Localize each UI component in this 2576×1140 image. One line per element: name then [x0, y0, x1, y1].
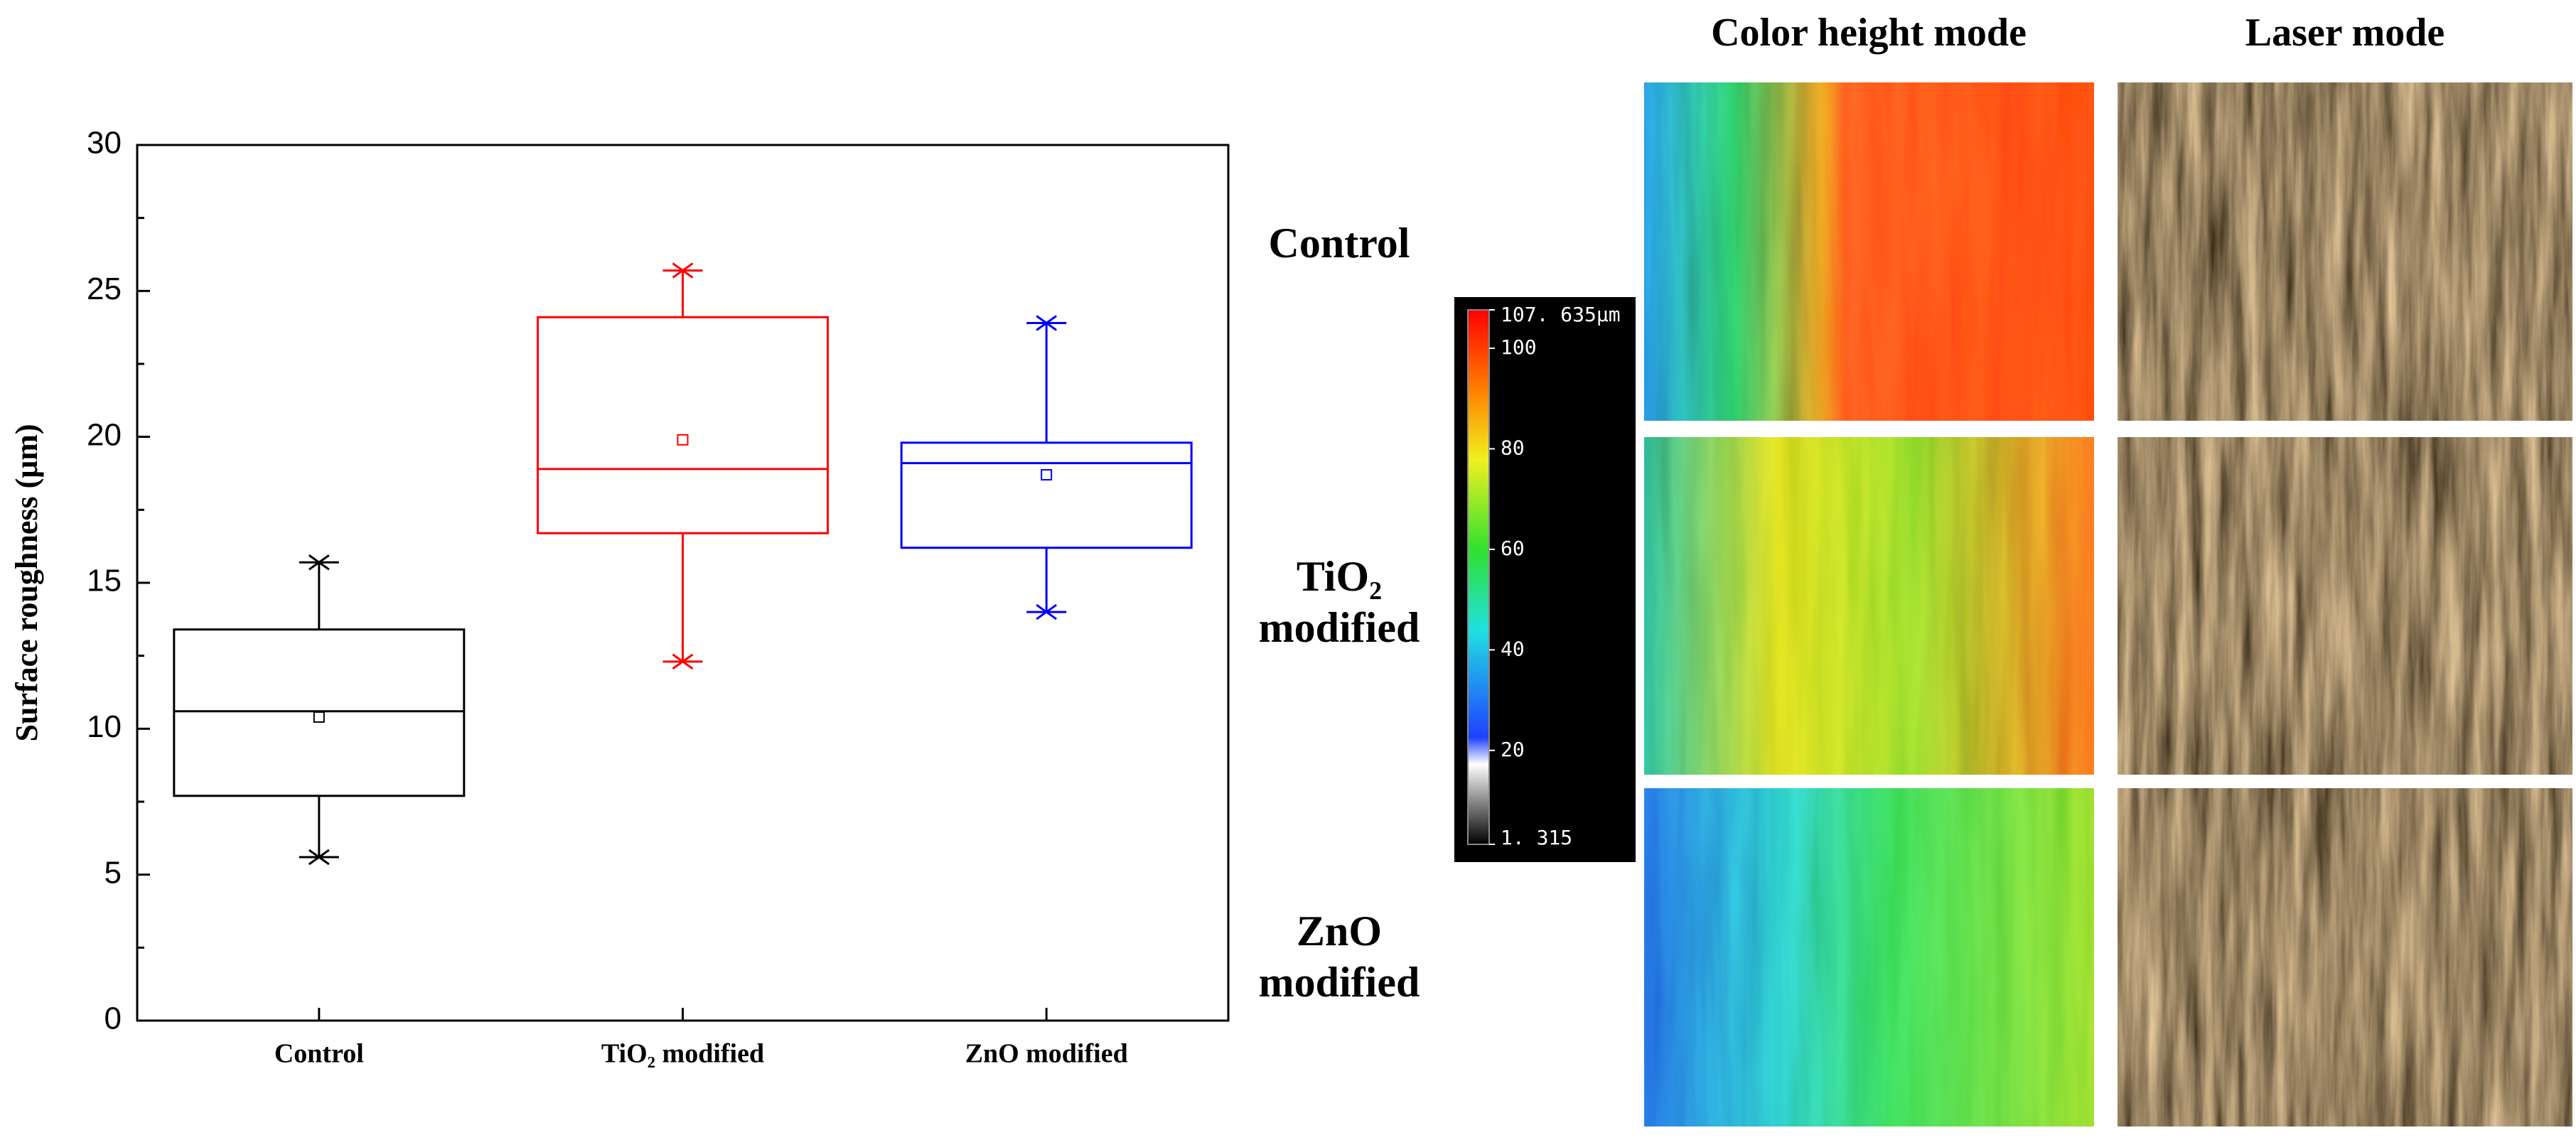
- extreme-marker: [672, 653, 694, 670]
- mean-marker: [313, 711, 325, 723]
- mean-marker: [1041, 469, 1053, 481]
- y-tick-label: 5: [104, 855, 122, 890]
- row-label: modified: [1259, 604, 1420, 651]
- image: [2118, 82, 2572, 421]
- extreme-marker: [308, 554, 330, 571]
- x-tick-label: ZnO modified: [965, 1039, 1128, 1069]
- image: [2118, 437, 2572, 775]
- extreme-marker: [308, 849, 330, 866]
- y-tick-label: 30: [87, 126, 122, 161]
- colorbar: [1467, 309, 1490, 845]
- y-tick-label: 25: [87, 271, 122, 306]
- image: [2118, 788, 2572, 1126]
- box: [537, 316, 829, 534]
- colorbar-label: 1. 315: [1501, 826, 1572, 849]
- y-tick-label: 15: [87, 564, 122, 598]
- image: [1644, 437, 2094, 775]
- box: [173, 628, 466, 797]
- extreme-marker: [1036, 315, 1058, 331]
- colorbar-label: 80: [1501, 436, 1525, 459]
- row-label: Control: [1269, 220, 1410, 267]
- extreme-marker: [1036, 603, 1058, 620]
- column-header: Laser mode: [2245, 11, 2445, 55]
- box: [900, 441, 1193, 549]
- colorbar-label: 107. 635µm: [1501, 303, 1621, 326]
- row-label: TiO₂: [1297, 553, 1382, 600]
- image: [1644, 788, 2094, 1126]
- color-height-images: [1644, 82, 2094, 1126]
- extreme-marker: [672, 262, 694, 279]
- row-label: ZnO: [1297, 908, 1382, 955]
- x-tick-label: TiO₂ modified: [601, 1039, 764, 1069]
- y-tick-label: 0: [104, 1001, 122, 1036]
- x-tick-label: Control: [274, 1039, 364, 1069]
- y-tick-label: 10: [87, 709, 122, 744]
- column-header: Color height mode: [1711, 11, 2027, 55]
- y-axis-label: Surface roughness (μm): [9, 424, 44, 741]
- colorbar-label: 60: [1501, 537, 1525, 560]
- y-tick-label: 20: [87, 417, 122, 452]
- mean-marker: [677, 434, 689, 446]
- row-label: modified: [1259, 959, 1420, 1006]
- colorbar-label: 100: [1501, 335, 1537, 359]
- laser-images: [2118, 82, 2572, 1126]
- image: [1644, 82, 2094, 421]
- colorbar-label: 40: [1501, 637, 1525, 660]
- colorbar-label: 20: [1501, 738, 1525, 761]
